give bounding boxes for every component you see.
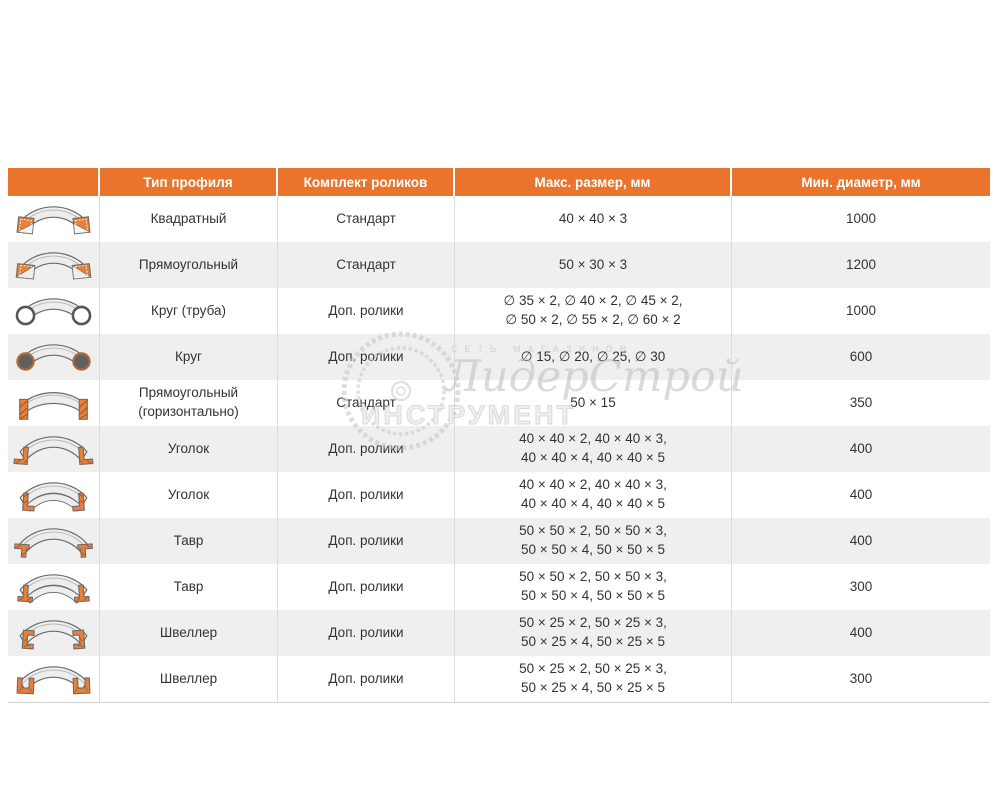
min-diameter-cell: 1000 — [845, 210, 877, 226]
profile-icon-cell — [8, 656, 100, 702]
profile-icon-cell — [8, 242, 100, 288]
profile-icon-cell — [8, 334, 100, 380]
table-row: Круг (труба) Доп. ролики ∅ 35 × 2, ∅ 40 × … — [8, 288, 990, 334]
channel-profile-icon — [19, 620, 88, 650]
roller-set-cell: Доп. ролики — [278, 518, 455, 564]
profiles-spec-table: Тип профиля Комплект роликов Макс. размер,… — [8, 168, 990, 703]
max-size-cell: 50 × 50 × 2, 50 × 50 × 3, 50 × 50 × 4, 5… — [455, 518, 732, 564]
profile-type-cell: Швеллер — [100, 610, 278, 656]
column-header-max_size: Макс. размер, мм — [455, 168, 732, 196]
profile-type-cell: Круг (труба) — [100, 288, 278, 334]
column-header-rollers: Комплект роликов — [278, 168, 455, 196]
tee-profile-icon-2 — [17, 574, 90, 604]
angle-profile-icon-2 — [19, 482, 88, 512]
round-bar-profile-icon — [16, 344, 91, 371]
tube-profile-icon — [15, 298, 92, 326]
max-size-cell: 40 × 40 × 2, 40 × 40 × 3, 40 × 40 × 4, 4… — [455, 426, 732, 472]
profile-icon-cell — [8, 288, 100, 334]
flat-profile-icon — [19, 392, 88, 420]
tee-profile-icon — [14, 528, 93, 558]
profile-type-cell: Круг — [100, 334, 278, 380]
column-header-min_diameter: Мин. диаметр, мм — [732, 168, 990, 196]
table-row: Швеллер Доп. ролики 50 × 25 × 2, 50 × 25 ×… — [8, 656, 990, 702]
min-diameter-cell: 400 — [849, 624, 873, 640]
table-row: Тавр Доп. ролики 50 × 50 × 2, 50 × 50 × 3,… — [8, 564, 990, 610]
square-profile-icon — [16, 206, 91, 235]
profile-type-cell: Прямоугольный (горизонтально) — [100, 380, 278, 426]
profile-icon-cell — [8, 518, 100, 564]
table-row: Прямоугольный (горизонтально) Стандарт 50 … — [8, 380, 990, 426]
min-diameter-cell: 300 — [849, 578, 873, 594]
profile-icon-cell — [8, 610, 100, 656]
roller-set-cell: Доп. ролики — [278, 288, 455, 334]
profile-icon-cell — [8, 196, 100, 242]
max-size-cell: 40 × 40 × 3 — [455, 196, 732, 242]
profile-icon-cell — [8, 380, 100, 426]
profile-type-cell: Квадратный — [100, 196, 278, 242]
table-row: Швеллер Доп. ролики 50 × 25 × 2, 50 × 25 ×… — [8, 610, 990, 656]
table-row: Тавр Доп. ролики 50 × 50 × 2, 50 × 50 × 3,… — [8, 518, 990, 564]
table-row: Круг Доп. ролики ∅ 15, ∅ 20, ∅ 25, ∅ 30 600 — [8, 334, 990, 380]
profile-type-cell: Уголок — [100, 472, 278, 518]
roller-set-cell: Стандарт — [278, 242, 455, 288]
min-diameter-cell: 300 — [849, 670, 873, 686]
profile-type-cell: Швеллер — [100, 656, 278, 702]
roller-set-cell: Доп. ролики — [278, 334, 455, 380]
max-size-cell: 50 × 25 × 2, 50 × 25 × 3, 50 × 25 × 4, 5… — [455, 610, 732, 656]
profile-type-cell: Тавр — [100, 564, 278, 610]
profile-icon-cell — [8, 426, 100, 472]
column-header-icon — [8, 168, 100, 196]
profile-icon-cell — [8, 472, 100, 518]
max-size-cell: 50 × 30 × 3 — [455, 242, 732, 288]
table-header-row: Тип профиля Комплект роликов Макс. размер,… — [8, 168, 990, 196]
roller-set-cell: Доп. ролики — [278, 426, 455, 472]
table-row: Уголок Доп. ролики 40 × 40 × 2, 40 × 40 × … — [8, 472, 990, 518]
table-row: Уголок Доп. ролики 40 × 40 × 2, 40 × 40 × … — [8, 426, 990, 472]
min-diameter-cell: 350 — [849, 394, 873, 410]
profile-type-cell: Тавр — [100, 518, 278, 564]
roller-set-cell: Доп. ролики — [278, 564, 455, 610]
rectangle-profile-icon — [15, 252, 92, 280]
max-size-cell: 40 × 40 × 2, 40 × 40 × 3, 40 × 40 × 4, 4… — [455, 472, 732, 518]
max-size-cell: ∅ 15, ∅ 20, ∅ 25, ∅ 30 — [455, 334, 732, 380]
roller-set-cell: Стандарт — [278, 380, 455, 426]
min-diameter-cell: 400 — [849, 440, 873, 456]
max-size-cell: 50 × 50 × 2, 50 × 50 × 3, 50 × 50 × 4, 5… — [455, 564, 732, 610]
table-row: Прямоугольный Стандарт 50 × 30 × 3 1200 — [8, 242, 990, 288]
max-size-cell: 50 × 15 — [455, 380, 732, 426]
channel-profile-icon-2 — [16, 666, 91, 695]
min-diameter-cell: 1000 — [845, 302, 877, 318]
table-row: Квадратный Стандарт 40 × 40 × 3 1000 — [8, 196, 990, 242]
max-size-cell: 50 × 25 × 2, 50 × 25 × 3, 50 × 25 × 4, 5… — [455, 656, 732, 702]
min-diameter-cell: 400 — [849, 532, 873, 548]
min-diameter-cell: 600 — [849, 348, 873, 364]
max-size-cell: ∅ 35 × 2, ∅ 40 × 2, ∅ 45 × 2, ∅ 50 × 2, … — [455, 288, 732, 334]
roller-set-cell: Доп. ролики — [278, 472, 455, 518]
table-body: Квадратный Стандарт 40 × 40 × 3 1000 Прямоу… — [8, 196, 990, 703]
roller-set-cell: Доп. ролики — [278, 656, 455, 702]
profile-icon-cell — [8, 564, 100, 610]
min-diameter-cell: 400 — [849, 486, 873, 502]
roller-set-cell: Доп. ролики — [278, 610, 455, 656]
roller-set-cell: Стандарт — [278, 196, 455, 242]
angle-profile-icon — [13, 436, 94, 466]
profile-type-cell: Прямоугольный — [100, 242, 278, 288]
column-header-type: Тип профиля — [100, 168, 278, 196]
min-diameter-cell: 1200 — [845, 256, 877, 272]
profile-type-cell: Уголок — [100, 426, 278, 472]
